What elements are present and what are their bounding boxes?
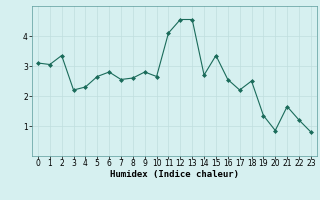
X-axis label: Humidex (Indice chaleur): Humidex (Indice chaleur) [110, 170, 239, 179]
